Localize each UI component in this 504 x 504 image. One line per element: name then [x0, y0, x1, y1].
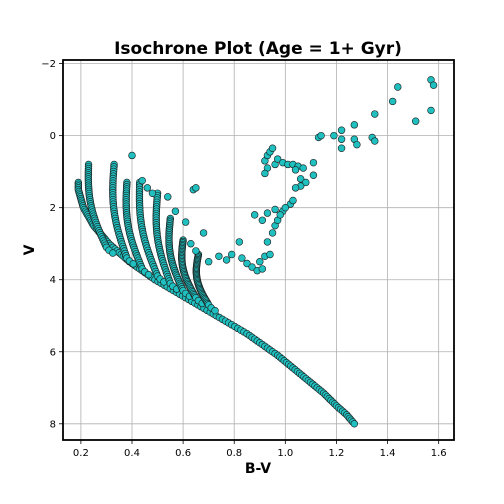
data-point	[289, 196, 297, 205]
x-tick-label: 1.6	[431, 448, 447, 459]
data-point	[350, 420, 359, 428]
data-point	[273, 155, 282, 163]
x-tick-label: 1.4	[380, 448, 396, 459]
data-point	[138, 176, 146, 185]
x-tick-label: 0.8	[226, 448, 242, 459]
x-tick-label: 0.6	[175, 448, 191, 459]
data-point	[299, 164, 307, 172]
data-point	[268, 229, 277, 237]
data-point	[128, 151, 136, 160]
data-point	[164, 193, 172, 201]
data-point	[337, 135, 346, 143]
y-axis-ticks: −2 0 2 4 6 8	[41, 59, 63, 430]
y-tick-label: 2	[50, 203, 56, 214]
chart-title: Isochrone Plot (Age = 1+ Gyr)	[114, 39, 402, 59]
plot-frame	[62, 59, 455, 441]
data-point	[187, 240, 195, 248]
data-points	[74, 76, 438, 428]
data-point	[243, 259, 251, 268]
x-tick-label: 0.2	[73, 448, 89, 459]
data-point	[248, 263, 256, 271]
data-point	[371, 110, 379, 118]
data-point	[291, 166, 300, 174]
data-point	[238, 254, 246, 262]
y-tick-label: 8	[50, 419, 56, 430]
y-axis-label: V	[22, 244, 38, 255]
data-point	[204, 258, 213, 266]
data-point	[171, 207, 180, 215]
data-point	[192, 247, 200, 255]
x-axis-label: B-V	[245, 461, 271, 477]
data-point	[266, 250, 274, 259]
data-point	[148, 189, 157, 197]
data-point	[394, 83, 402, 91]
data-point	[337, 126, 346, 134]
data-point	[263, 238, 272, 246]
data-point	[261, 169, 269, 178]
data-point	[429, 81, 438, 89]
data-point	[258, 216, 267, 224]
data-point	[427, 106, 435, 115]
data-point	[296, 175, 305, 183]
data-point	[256, 258, 264, 266]
data-point	[388, 97, 397, 106]
data-point	[411, 117, 420, 125]
data-point	[227, 250, 236, 259]
y-tick-label: 4	[50, 275, 56, 286]
y-tick-label: −2	[41, 59, 56, 70]
data-point	[235, 238, 244, 246]
data-point	[309, 171, 318, 179]
data-point	[371, 137, 379, 145]
data-point	[109, 249, 117, 257]
data-point	[330, 131, 338, 140]
data-point	[250, 211, 259, 219]
data-point	[309, 158, 318, 167]
data-point	[181, 218, 190, 226]
data-point	[215, 252, 223, 260]
data-point	[271, 205, 279, 214]
data-point	[143, 184, 152, 192]
data-point	[276, 211, 284, 219]
data-point	[263, 209, 272, 217]
x-tick-label: 0.4	[124, 448, 140, 459]
data-point	[281, 203, 290, 212]
data-point	[291, 184, 300, 192]
data-point	[199, 229, 208, 237]
y-tick-label: 6	[50, 347, 56, 358]
data-point	[353, 140, 361, 149]
data-point	[258, 265, 267, 273]
data-point	[268, 144, 277, 152]
x-axis-ticks: 0.2 0.4 0.6 0.8 1.0 1.2 1.4 1.6	[73, 440, 447, 459]
y-tick-label: 0	[50, 131, 56, 142]
x-tick-label: 1.2	[328, 448, 344, 459]
data-point	[192, 184, 200, 192]
data-point	[317, 131, 325, 140]
data-point	[222, 256, 231, 264]
data-point	[302, 178, 310, 187]
data-point	[211, 306, 219, 315]
data-point	[144, 270, 153, 279]
data-point	[337, 144, 346, 152]
x-tick-label: 1.0	[277, 448, 293, 459]
data-point	[350, 121, 359, 129]
